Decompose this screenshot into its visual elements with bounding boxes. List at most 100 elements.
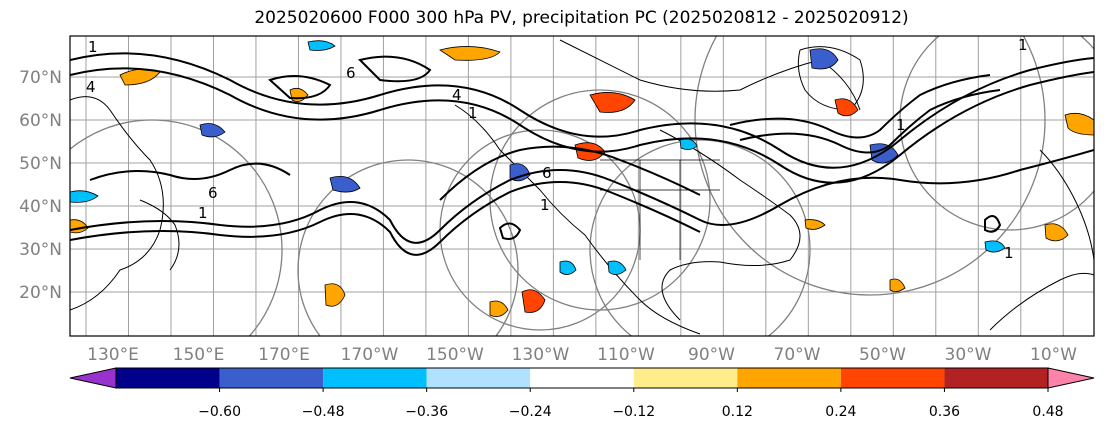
range-circle (694, 36, 1046, 296)
contour-label: 4 (452, 86, 462, 104)
colorbar-tick-label: 0.24 (825, 404, 856, 420)
range-circle (70, 119, 283, 336)
graticule (70, 36, 1094, 336)
colorbar-extend-min (69, 367, 117, 389)
colorbar-swatch (219, 368, 324, 388)
colorbar-swatch (426, 368, 531, 388)
latitude-label: 70°N (19, 68, 62, 88)
arctic-coast (559, 39, 861, 111)
pc-negative-area (70, 190, 99, 203)
pc-positive-area (1044, 223, 1069, 242)
colorbar-tick-label: −0.36 (405, 404, 448, 420)
pc-negative-area (329, 175, 361, 193)
colorbar-swatch (530, 368, 634, 388)
contour-label: 1 (198, 204, 208, 222)
longitude-label: 170°E (258, 345, 310, 365)
colorbar-tick-label: 0.12 (722, 404, 753, 420)
pc-negative-area (509, 163, 531, 182)
longitude-axis: 130°E 150°E 170°E 170°W 150°W 130°W 110°W 90°W 7… (87, 345, 1077, 365)
longitude-label: 150°E (173, 345, 225, 365)
colorbar-tick-label: 0.48 (1032, 404, 1063, 420)
colorbar-tick-label: −0.60 (198, 404, 241, 420)
pc-negative-area (307, 40, 336, 51)
colorbar-tick-label: −0.12 (612, 404, 655, 420)
colorbar-swatch (633, 368, 738, 388)
longitude-label: 130°W (512, 345, 570, 365)
longitude-label: 150°W (426, 345, 484, 365)
longitude-label: 30°W (945, 345, 992, 365)
pv-contour (358, 55, 432, 83)
pc-negative-area (559, 260, 577, 275)
latitude-label: 30°N (19, 240, 62, 260)
contour-label: 6 (346, 64, 356, 82)
pc-positive-area (324, 283, 346, 307)
contour-label: 1 (896, 116, 906, 134)
pv-contour (70, 52, 1094, 169)
colorbar-tick-label: −0.48 (302, 404, 345, 420)
pv-contour (439, 145, 701, 201)
pc-negative-area (607, 260, 627, 275)
range-circle (489, 89, 711, 311)
contour-label: 4 (86, 78, 96, 96)
colorbar-swatch (323, 368, 427, 388)
longitude-label: 10°W (1030, 345, 1077, 365)
pc-negative-area (984, 240, 1006, 253)
pv-contour (70, 149, 1094, 244)
colorbar-swatch (840, 368, 945, 388)
pc-negative-area (869, 143, 899, 164)
contour-label: 1 (1018, 36, 1028, 54)
pc-positive-area (489, 300, 509, 318)
colorbar-swatch (944, 368, 1048, 388)
range-circle (297, 159, 519, 336)
pv-contour (70, 67, 1094, 184)
latitude-label: 50°N (19, 154, 62, 174)
colorbar-tick-label: −0.24 (509, 404, 552, 420)
pv-contour (70, 181, 701, 256)
longitude-label: 70°W (774, 345, 821, 365)
latitude-axis: 70°N 60°N 50°N 40°N 30°N 20°N (19, 68, 62, 303)
pv-contour (984, 215, 1002, 233)
pc-positive-area (1064, 112, 1094, 136)
latitude-label: 60°N (19, 111, 62, 131)
map-plot-area (70, 36, 1094, 336)
pv-contour (729, 74, 991, 139)
contour-label: 6 (542, 164, 552, 182)
contour-label: 1 (468, 104, 478, 122)
pv-contour (739, 89, 1001, 154)
precip-pc-areas (70, 40, 1094, 318)
range-circle (589, 139, 811, 336)
pv-contours (70, 52, 1094, 256)
na-east-coast (659, 129, 801, 321)
colorbar-swatch (737, 368, 841, 388)
map-title: 2025020600 F000 300 hPa PV, precipitatio… (254, 8, 909, 28)
colorbar-extend-max (1047, 367, 1095, 389)
contour-labels: 1 4 6 4 1 6 1 1 6 1 1 1 (86, 36, 1028, 262)
map-frame (69, 35, 1095, 337)
pv-contour (89, 162, 291, 181)
pv-contour (498, 222, 522, 240)
latitude-label: 20°N (19, 283, 62, 303)
pc-positive-area (439, 46, 501, 61)
contour-label: 1 (540, 196, 550, 214)
longitude-label: 90°W (688, 345, 735, 365)
africa-coast (989, 272, 1094, 331)
contour-label: 6 (208, 184, 218, 202)
pc-positive-area (521, 289, 546, 313)
pc-positive-area (889, 278, 906, 292)
pc-negative-area (199, 123, 226, 138)
na-west-coast (454, 104, 701, 335)
colorbar-frame (115, 367, 1049, 389)
longitude-label: 110°W (597, 345, 655, 365)
pc-positive-area (804, 219, 826, 230)
us-state-lines (600, 159, 720, 260)
latitude-label: 40°N (19, 197, 62, 217)
contour-label: 1 (1004, 244, 1014, 262)
pc-negative-area (809, 48, 839, 70)
pv-contour (268, 75, 332, 100)
colorbar-tick-label: 0.36 (929, 404, 960, 420)
pc-positive-area (589, 92, 636, 113)
asia-coast (70, 96, 164, 311)
contour-label: 1 (88, 38, 98, 56)
colorbar: −0.60 −0.48 −0.36 −0.24 −0.12 0.12 0.24 0.36 0.4… (69, 367, 1095, 420)
